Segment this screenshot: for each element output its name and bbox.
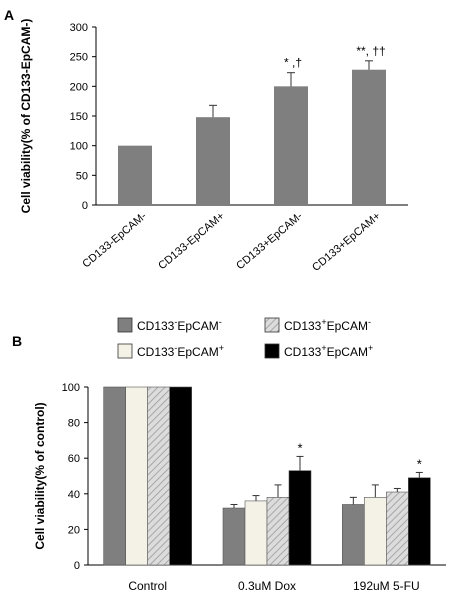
chart-a-y-tick-label: 300 [70, 22, 88, 34]
chart-b-bar [147, 386, 170, 566]
chart-b-y-axis-label: Cell viability(% of control) [33, 402, 47, 549]
chart-a-y-tick-label: 0 [82, 200, 88, 212]
chart-a-category-label: CD133-EpCAM- [80, 210, 149, 270]
legend-entry-label: CD133+EpCAM- [284, 317, 371, 333]
legend-text: EpCAM [327, 345, 368, 359]
chart-a-category-label: CD133-EpCAM+ [156, 210, 227, 272]
chart-b-bar [364, 497, 387, 566]
legend-swatch [117, 317, 133, 333]
legend-text: CD133 [284, 345, 322, 359]
chart-a-category-label: CD133+EpCAM- [234, 210, 305, 272]
chart-b-bar [222, 507, 246, 566]
legend-text: EpCAM [177, 319, 218, 333]
chart-b-y-tick-label: 20 [68, 524, 80, 536]
chart-a-category-label: CD133+EpCAM+ [310, 210, 383, 274]
legend-superscript: - [368, 317, 371, 327]
chart-b-y-tick-label: 0 [74, 560, 80, 572]
chart-b-bar [342, 504, 365, 566]
chart-b-bar [103, 386, 126, 566]
chart-b-y-tick-label: 100 [62, 382, 80, 394]
chart-a: A Cell viability(% of CD133-EpCAM-) 0 50 1… [4, 7, 408, 274]
chart-a-bar [118, 145, 152, 205]
legend-text: EpCAM [327, 319, 368, 333]
chart-b-bar [266, 497, 290, 566]
chart-a-significance-label: **, †† [356, 44, 385, 58]
legend-swatch [264, 343, 280, 359]
chart-a-y-tick-label: 250 [70, 52, 88, 64]
legend-text: EpCAM [177, 345, 218, 359]
legend-entry-label: CD133-EpCAM- [137, 317, 222, 333]
chart-b-bar [244, 500, 268, 566]
chart-b-bar [169, 386, 192, 566]
chart-a-bar [352, 69, 386, 205]
chart-a-bar [196, 117, 230, 205]
chart-b-category-label: 192uM 5-FU [353, 579, 420, 593]
panel-a-label: A [4, 7, 14, 23]
chart-b-bar [125, 386, 148, 566]
legend-superscript: - [174, 317, 177, 327]
legend-swatch [264, 317, 280, 333]
chart-a-significance-label: * ,† [284, 56, 302, 70]
panel-b-label: B [12, 333, 22, 349]
chart-a-bar [274, 86, 308, 205]
chart-b-y-tick-label: 40 [68, 489, 80, 501]
legend-entry-label: CD133+EpCAM+ [284, 343, 373, 359]
chart-a-y-tick-label: 200 [70, 81, 88, 93]
chart-b-bar [408, 477, 431, 566]
legend-text: CD133 [284, 319, 322, 333]
legend-superscript: + [368, 343, 373, 353]
chart-b-bar [386, 491, 409, 566]
chart-b-significance-label: * [417, 456, 422, 471]
chart-b: B CD133-EpCAM- CD133+EpCAM-CD133-EpCAM+ CD… [12, 317, 446, 593]
chart-a-y-axis-label: Cell viability(% of CD133-EpCAM-) [19, 19, 33, 214]
legend-superscript: - [219, 317, 222, 327]
chart-b-legend: CD133-EpCAM- CD133+EpCAM-CD133-EpCAM+ CD13… [117, 317, 373, 359]
legend-text: CD133 [137, 345, 175, 359]
chart-a-y-tick-label: 50 [76, 170, 88, 182]
legend-superscript: + [321, 343, 326, 353]
chart-b-y-tick-label: 80 [68, 418, 80, 430]
chart-a-y-tick-label: 100 [70, 141, 88, 153]
legend-swatch [117, 343, 133, 359]
chart-b-bar [288, 470, 312, 566]
legend-superscript: + [321, 317, 326, 327]
legend-text: CD133 [137, 319, 175, 333]
chart-b-category-label: 0.3uM Dox [238, 579, 296, 593]
legend-superscript: + [219, 343, 224, 353]
chart-b-significance-label: * [297, 440, 302, 455]
chart-b-category-label: Control [128, 579, 167, 593]
legend-superscript: - [174, 343, 177, 353]
chart-a-y-tick-label: 150 [70, 111, 88, 123]
legend-entry-label: CD133-EpCAM+ [137, 343, 224, 359]
chart-b-y-tick-label: 60 [68, 453, 80, 465]
